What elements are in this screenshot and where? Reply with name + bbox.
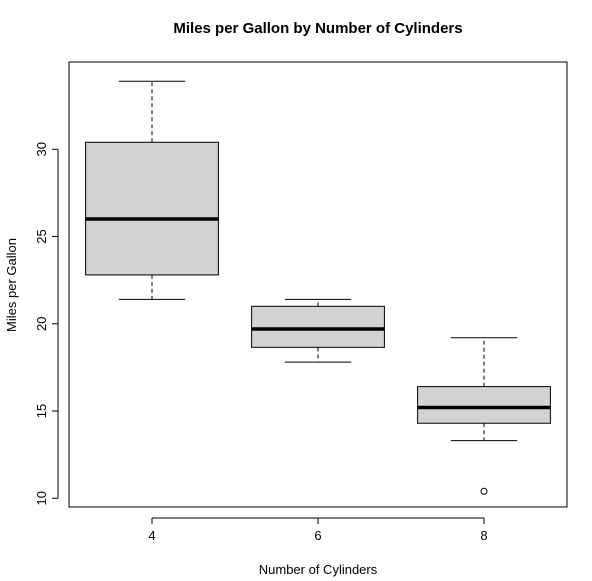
box-4 <box>85 80 219 300</box>
x-tick-label: 4 <box>148 528 155 543</box>
chart-title: Miles per Gallon by Number of Cylinders <box>173 20 462 37</box>
outlier-point <box>480 487 488 495</box>
box-6 <box>251 298 385 363</box>
y-tick-label: 20 <box>34 317 49 331</box>
x-tick-label: 6 <box>314 528 321 543</box>
plot-area-frame <box>68 61 568 508</box>
y-tick-label: 15 <box>34 404 49 418</box>
y-tick-label: 25 <box>34 229 49 243</box>
iqr-box <box>251 305 385 348</box>
x-axis-label: Number of Cylinders <box>259 562 378 577</box>
iqr-box <box>85 141 219 276</box>
y-axis: 10 15 20 25 30 <box>34 142 59 506</box>
iqr-box <box>417 386 551 424</box>
y-tick-label: 10 <box>34 491 49 505</box>
boxes-group <box>85 80 551 495</box>
x-tick-label: 8 <box>480 528 487 543</box>
y-axis-label: Miles per Gallon <box>4 238 19 332</box>
x-axis: 4 6 8 <box>148 517 488 543</box>
y-tick-label: 30 <box>34 142 49 156</box>
box-8 <box>417 337 551 495</box>
